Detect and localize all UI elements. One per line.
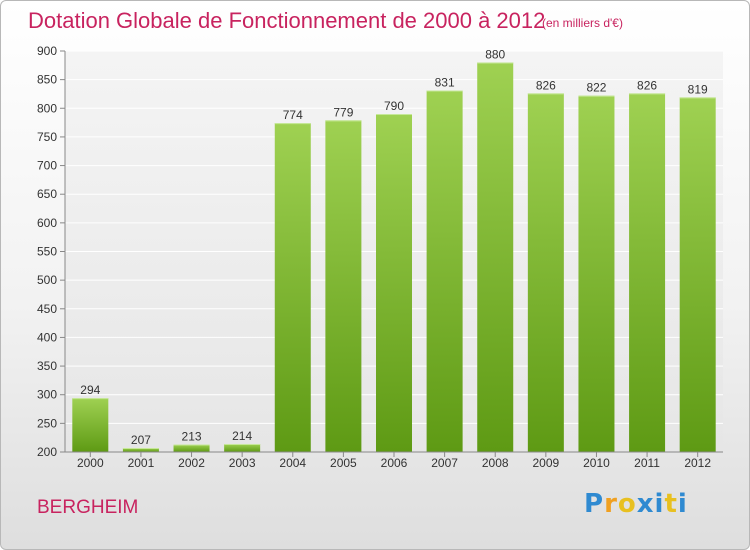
commune-name: BERGHEIM	[37, 497, 139, 518]
bar-2004	[274, 123, 311, 453]
data-label-2012: 819	[688, 82, 708, 96]
y-tick-label: 600	[37, 216, 57, 230]
x-tick-label-2001: 2001	[128, 456, 155, 470]
logo-letter: o	[617, 489, 637, 519]
x-tick-label-2007: 2007	[431, 456, 458, 470]
y-tick-label: 250	[37, 416, 57, 430]
x-tick-label-2004: 2004	[279, 456, 306, 470]
bar-2010	[578, 95, 615, 452]
logo-letter: t	[664, 489, 678, 519]
logo-letter: x	[636, 489, 655, 519]
logo-letter: P	[584, 489, 605, 519]
bar-2005	[325, 120, 362, 453]
data-labels: 294 207 213 214 774 779 790 831 880 826 822 826 819	[80, 47, 708, 447]
x-tick-label-2010: 2010	[583, 456, 610, 470]
data-label-2009: 826	[536, 78, 556, 92]
y-tick-label: 300	[37, 388, 57, 402]
x-tick-label-2005: 2005	[330, 456, 357, 470]
data-label-2008: 880	[485, 47, 505, 61]
bar-2012	[679, 97, 716, 452]
data-label-2004: 774	[283, 108, 303, 122]
data-label-2002: 213	[182, 430, 202, 444]
bar-2009	[527, 93, 564, 453]
y-tick-label: 350	[37, 359, 57, 373]
y-tick-label: 850	[37, 73, 57, 87]
bar-2007	[426, 90, 463, 452]
logo-letter: r	[604, 489, 618, 519]
bar-2000	[72, 398, 109, 452]
y-tick-label: 500	[37, 273, 57, 287]
bar-2008	[477, 62, 514, 452]
x-tick-label-2003: 2003	[229, 456, 256, 470]
logo-letter: i	[654, 489, 665, 519]
bar-2001	[122, 447, 159, 452]
x-tick-label-2012: 2012	[684, 456, 711, 470]
y-tick-label: 750	[37, 130, 57, 144]
data-label-2005: 779	[333, 105, 353, 119]
x-tick-label-2002: 2002	[178, 456, 205, 470]
y-axis: 200 250 300 350 400 450 500 550 600 650 700 750 800 8…	[37, 44, 66, 459]
y-tick-label: 400	[37, 330, 57, 344]
y-tick-label: 650	[37, 187, 57, 201]
y-tick-label: 550	[37, 245, 57, 259]
x-axis: 2000 2001 2002 2003 2004 2005 2006 2007 2008 2009…	[65, 451, 723, 470]
y-tick-label: 900	[37, 44, 57, 58]
bar-2011	[629, 93, 666, 453]
chart-title: Dotation Globale de Fonctionnement de 20…	[28, 8, 546, 33]
logo-letter: i	[677, 489, 688, 519]
bar-2003	[224, 443, 261, 452]
y-tick-label: 450	[37, 302, 57, 316]
proxiti-logo: Proxiti	[584, 489, 688, 519]
data-label-2006: 790	[384, 99, 404, 113]
unit-label: (en milliers d'€)	[542, 16, 623, 30]
data-label-2001: 207	[131, 433, 151, 447]
data-label-2003: 214	[232, 429, 252, 443]
x-tick-label-2009: 2009	[532, 456, 559, 470]
x-tick-label-2000: 2000	[77, 456, 104, 470]
x-tick-label-2008: 2008	[482, 456, 509, 470]
y-tick-label: 200	[37, 445, 57, 459]
data-label-2010: 822	[586, 81, 606, 95]
y-tick-label: 800	[37, 101, 57, 115]
data-label-2007: 831	[435, 76, 455, 90]
bar-2006	[376, 114, 412, 452]
data-label-2000: 294	[80, 383, 100, 397]
x-tick-label-2006: 2006	[381, 456, 408, 470]
bar-2002	[173, 444, 210, 452]
x-tick-label-2011: 2011	[634, 456, 660, 470]
data-label-2011: 826	[637, 78, 657, 92]
bars	[72, 62, 716, 453]
y-tick-label: 700	[37, 159, 57, 173]
